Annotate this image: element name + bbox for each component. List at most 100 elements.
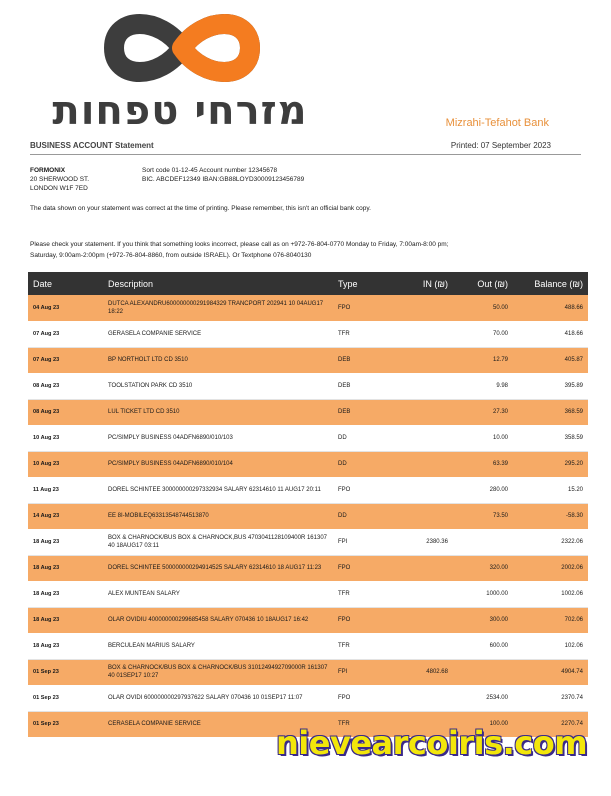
table-row: 01 Sep 23 CERASELA COMPANIE SERVICE TFR 100…: [28, 711, 588, 737]
cell-description: BOX & CHARNOCK/BUS BOX & CHARNOCK/BUS 31…: [103, 659, 333, 685]
cell-type: FPI: [333, 529, 393, 556]
bank-name: Mizrahi-Tefahot Bank: [445, 117, 549, 129]
statement-title: BUSINESS ACCOUNT Statement: [30, 141, 154, 150]
cell-description: DOREL SCHINTEE 500000000294914525 SALARY…: [103, 555, 333, 581]
cell-type: FPO: [333, 685, 393, 712]
printed-date: Printed: 07 September 2023: [450, 141, 551, 150]
transactions-table: Date Description Type IN (₪) Out (₪) Bal…: [28, 272, 588, 737]
notice-printing: The data shown on your statement was cor…: [30, 205, 371, 212]
cell-in-amount: [393, 321, 453, 348]
cell-out-amount: 600.00: [453, 633, 513, 660]
cell-in-amount: [393, 711, 453, 737]
cell-description: EE 8I-MOBILEQ63313548744513870: [103, 503, 333, 529]
cell-date: 18 Aug 23: [28, 555, 103, 581]
cell-date: 18 Aug 23: [28, 607, 103, 633]
table-row: 11 Aug 23 DOREL SCHINTEE 3000000002973329…: [28, 477, 588, 504]
cell-balance: 2370.74: [513, 685, 588, 712]
transactions-body: 04 Aug 23 DUTCA ALEXANDRU6000000002919843…: [28, 295, 588, 737]
cell-in-amount: [393, 399, 453, 425]
cell-type: TFR: [333, 633, 393, 660]
cell-balance: 1002.06: [513, 581, 588, 608]
table-row: 18 Aug 23 BERCULEAN MARIUS SALARY TFR 600.0…: [28, 633, 588, 660]
cell-description: CERASELA COMPANIE SERVICE: [103, 711, 333, 737]
cell-balance: 4904.74: [513, 659, 588, 685]
cell-out-amount: 63.39: [453, 451, 513, 477]
cell-out-amount: 50.00: [453, 295, 513, 321]
cell-out-amount: 70.00: [453, 321, 513, 348]
table-row: 01 Sep 23 OLAR OVIDI 600000000297937622 S…: [28, 685, 588, 712]
cell-in-amount: [393, 607, 453, 633]
col-out: Out (₪): [453, 272, 513, 295]
cell-type: TFR: [333, 711, 393, 737]
table-row: 08 Aug 23 LUL TICKET LTD CD 3510 DEB 27.30 3…: [28, 399, 588, 425]
cell-type: FPO: [333, 295, 393, 321]
cell-description: DUTCA ALEXANDRU600000000291984329 TRANCP…: [103, 295, 333, 321]
cell-out-amount: [453, 529, 513, 556]
cell-type: DD: [333, 425, 393, 452]
cell-description: DOREL SCHINTEE 300000000297332934 SALARY…: [103, 477, 333, 504]
col-in: IN (₪): [393, 272, 453, 295]
cell-in-amount: [393, 295, 453, 321]
table-row: 18 Aug 23 DOREL SCHINTEE 5000000002949145…: [28, 555, 588, 581]
cell-balance: 2322.06: [513, 529, 588, 556]
cell-description: ALEX MUNTEAN SALARY: [103, 581, 333, 608]
infinity-logo-icon: [103, 14, 261, 82]
cell-description: GERASELA COMPANIE SERVICE: [103, 321, 333, 348]
cell-date: 18 Aug 23: [28, 581, 103, 608]
cell-type: FPO: [333, 607, 393, 633]
cell-balance: 395.89: [513, 373, 588, 400]
cell-balance: 2002.06: [513, 555, 588, 581]
cell-balance: 368.59: [513, 399, 588, 425]
address-line-1: 20 SHERWOOD ST.: [30, 176, 90, 183]
table-row: 07 Aug 23 BP NORTHOLT LTD CD 3510 DEB 12.79…: [28, 347, 588, 373]
cell-description: PC/SIMPLY BUSINESS 04ADFN6890/010/104: [103, 451, 333, 477]
cell-type: DEB: [333, 399, 393, 425]
cell-in-amount: [393, 425, 453, 452]
cell-balance: 702.06: [513, 607, 588, 633]
cell-balance: 2270.74: [513, 711, 588, 737]
cell-type: FPO: [333, 555, 393, 581]
cell-balance: 488.66: [513, 295, 588, 321]
notice-contact: Please check your statement. If you thin…: [30, 241, 449, 259]
cell-description: OLAR OVIDIU 400000000299685458 SALARY 07…: [103, 607, 333, 633]
cell-in-amount: [393, 373, 453, 400]
col-type: Type: [333, 272, 393, 295]
table-row: 18 Aug 23 ALEX MUNTEAN SALARY TFR 1000.00 10…: [28, 581, 588, 608]
customer-address: FORMONIX 20 SHERWOOD ST. LONDON W1F 7ED: [30, 166, 89, 193]
company-name: FORMONIX: [30, 167, 66, 174]
cell-date: 10 Aug 23: [28, 451, 103, 477]
cell-date: 07 Aug 23: [28, 347, 103, 373]
table-header-row: Date Description Type IN (₪) Out (₪) Bal…: [28, 272, 588, 295]
cell-date: 08 Aug 23: [28, 399, 103, 425]
cell-date: 11 Aug 23: [28, 477, 103, 504]
table-row: 01 Sep 23 BOX & CHARNOCK/BUS BOX & CHARNO…: [28, 659, 588, 685]
cell-in-amount: 2380.36: [393, 529, 453, 556]
table-row: 10 Aug 23 PC/SIMPLY BUSINESS 04ADFN6890/0…: [28, 425, 588, 452]
cell-out-amount: 300.00: [453, 607, 513, 633]
cell-description: OLAR OVIDI 600000000297937622 SALARY 070…: [103, 685, 333, 712]
bank-logo: מזרחי טפחות: [30, 8, 330, 134]
cell-out-amount: 9.98: [453, 373, 513, 400]
cell-out-amount: 100.00: [453, 711, 513, 737]
col-description: Description: [103, 272, 333, 295]
cell-balance: 102.06: [513, 633, 588, 660]
cell-out-amount: [453, 659, 513, 685]
cell-description: TOOLSTATION PARK CD 3510: [103, 373, 333, 400]
cell-out-amount: 10.00: [453, 425, 513, 452]
cell-in-amount: [393, 685, 453, 712]
cell-type: TFR: [333, 581, 393, 608]
cell-description: LUL TICKET LTD CD 3510: [103, 399, 333, 425]
cell-description: PC/SIMPLY BUSINESS 04ADFN6890/010/103: [103, 425, 333, 452]
bic-iban-line: BIC. ABCDEF12349 IBAN:GB88LOYD3000912345…: [142, 176, 305, 183]
table-row: 18 Aug 23 BOX & CHARNOCK/BUS BOX & CHARNO…: [28, 529, 588, 556]
cell-date: 08 Aug 23: [28, 373, 103, 400]
table-row: 14 Aug 23 EE 8I-MOBILEQ63313548744513870 D…: [28, 503, 588, 529]
col-date: Date: [28, 272, 103, 295]
cell-balance: -58.30: [513, 503, 588, 529]
cell-out-amount: 1000.00: [453, 581, 513, 608]
cell-in-amount: [393, 555, 453, 581]
cell-out-amount: 73.50: [453, 503, 513, 529]
cell-in-amount: [393, 633, 453, 660]
cell-description: BERCULEAN MARIUS SALARY: [103, 633, 333, 660]
sort-code-line: Sort code 01-12-45 Account number 123456…: [142, 167, 278, 174]
